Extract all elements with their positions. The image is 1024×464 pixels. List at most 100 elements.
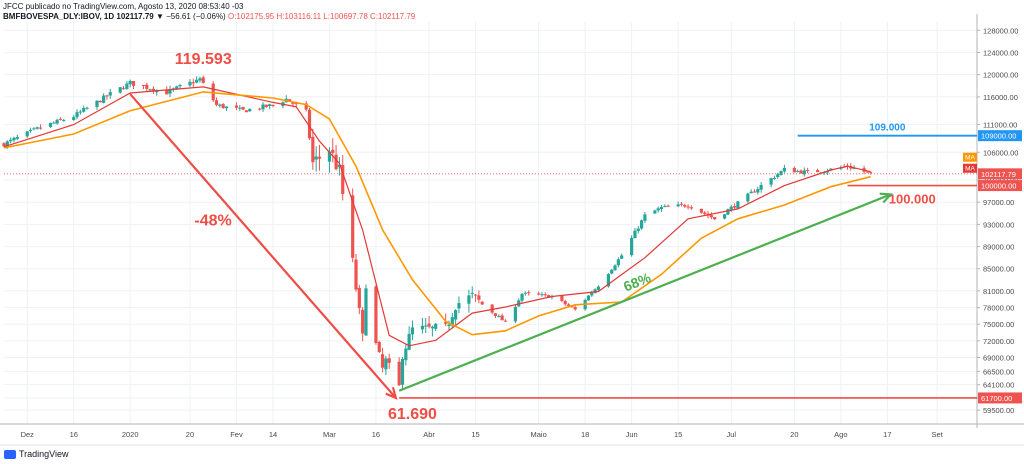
candle-body bbox=[400, 358, 405, 385]
x-tick-label: Abr bbox=[423, 430, 435, 439]
candle-body bbox=[62, 120, 66, 122]
candle-body bbox=[610, 269, 614, 274]
tradingview-logo-icon bbox=[4, 449, 16, 459]
x-tick-label: Jul bbox=[726, 430, 736, 439]
candle-body bbox=[865, 171, 870, 173]
candle-body bbox=[294, 103, 298, 105]
moving-average-slow bbox=[3, 91, 871, 336]
candle-body bbox=[234, 105, 239, 108]
candle-body bbox=[404, 348, 408, 361]
candle-body bbox=[593, 289, 597, 294]
candle-body bbox=[314, 156, 318, 160]
candle-body bbox=[586, 295, 591, 301]
candle-body bbox=[434, 323, 438, 329]
candle-body bbox=[816, 170, 820, 173]
candle-body bbox=[361, 309, 365, 334]
candle-body bbox=[686, 206, 690, 208]
candle-body bbox=[736, 201, 740, 209]
candle-body bbox=[616, 259, 620, 266]
candle-body bbox=[317, 156, 322, 159]
candle-body bbox=[427, 323, 431, 327]
candle-body bbox=[165, 89, 169, 95]
candle-body bbox=[723, 214, 727, 219]
candle-body bbox=[128, 80, 132, 85]
candle-body bbox=[334, 154, 338, 170]
candle-body bbox=[48, 122, 53, 127]
fall-arrow-line bbox=[129, 93, 397, 399]
trough-value-label: 61.690 bbox=[388, 406, 437, 423]
x-tick-label: Fev bbox=[230, 430, 243, 439]
candle-body bbox=[537, 293, 541, 295]
candle-body bbox=[450, 317, 454, 326]
candle-body bbox=[729, 206, 733, 210]
candle-body bbox=[224, 106, 229, 109]
candle-body bbox=[493, 313, 498, 316]
candles bbox=[2, 75, 873, 390]
resistance-label: 109.000 bbox=[869, 123, 906, 134]
candle-body bbox=[547, 295, 551, 298]
candle-body bbox=[28, 129, 33, 131]
y-tick-label: 106000.00 bbox=[983, 148, 1018, 157]
y-tick-label: 120000.00 bbox=[983, 71, 1018, 80]
y-tick-label: 85000.00 bbox=[983, 265, 1014, 274]
candle-body bbox=[596, 286, 601, 290]
candle-body bbox=[799, 170, 803, 174]
candle-body bbox=[307, 109, 312, 139]
candle-body bbox=[703, 212, 707, 214]
candle-body bbox=[268, 104, 272, 106]
candle-body bbox=[337, 164, 342, 168]
candle-body bbox=[38, 127, 43, 129]
candle-body bbox=[503, 320, 508, 322]
low-price-tag-bg bbox=[978, 392, 1022, 404]
moving-average-fast bbox=[3, 86, 871, 347]
candle-body bbox=[636, 228, 640, 232]
candle-body bbox=[95, 100, 99, 107]
candle-body bbox=[2, 143, 6, 147]
x-tick-label: Jun bbox=[626, 430, 638, 439]
candle-body bbox=[726, 209, 730, 215]
candle-body bbox=[264, 104, 268, 107]
candle-body bbox=[424, 325, 428, 327]
candle-body bbox=[447, 324, 451, 327]
y-tick-label: 64100.00 bbox=[983, 381, 1014, 390]
candle-body bbox=[218, 104, 222, 106]
candle-body bbox=[772, 177, 777, 179]
candle-body bbox=[377, 342, 381, 353]
plot-area bbox=[0, 22, 977, 424]
candle-body bbox=[261, 104, 265, 110]
candle-body bbox=[387, 358, 391, 363]
candle-body bbox=[543, 294, 547, 296]
candle-body bbox=[802, 170, 806, 175]
candle-body bbox=[497, 316, 501, 318]
candle-body bbox=[32, 128, 36, 130]
candle-body bbox=[214, 100, 219, 105]
candle-body bbox=[291, 102, 295, 104]
candle-body bbox=[490, 304, 494, 313]
y-tick-label: 97000.00 bbox=[983, 198, 1014, 207]
candle-body bbox=[248, 108, 252, 112]
y-tick-label: 93000.00 bbox=[983, 220, 1014, 229]
candle-body bbox=[776, 174, 780, 178]
candle-body bbox=[341, 164, 345, 194]
candle-body bbox=[676, 204, 680, 207]
candle-body bbox=[108, 92, 112, 96]
support-price-tag-label: 100000.00 bbox=[981, 182, 1016, 191]
resistance-price-tag-label: 109000.00 bbox=[981, 132, 1016, 141]
candle-body bbox=[683, 205, 687, 207]
candle-body bbox=[287, 99, 292, 102]
y-tick-label: 89000.00 bbox=[983, 243, 1014, 252]
current-price-tag-label: 102117.79 bbox=[981, 170, 1016, 179]
candle-body bbox=[756, 189, 760, 193]
candle-body bbox=[125, 83, 129, 89]
candle-body bbox=[118, 87, 122, 93]
candle-body bbox=[869, 171, 873, 173]
candle-body bbox=[175, 86, 179, 89]
candle-body bbox=[397, 361, 401, 386]
candle-body bbox=[806, 170, 810, 172]
x-tick-label: 18 bbox=[581, 430, 589, 439]
candle-body bbox=[195, 79, 199, 83]
candle-body bbox=[689, 207, 694, 209]
x-tick-label: 2020 bbox=[122, 430, 139, 439]
candle-body bbox=[25, 131, 29, 137]
